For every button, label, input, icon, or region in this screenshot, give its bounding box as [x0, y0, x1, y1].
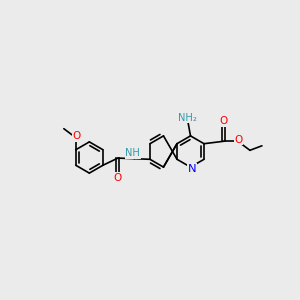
Text: O: O: [219, 116, 228, 127]
Text: NH₂: NH₂: [178, 113, 197, 123]
Text: NH: NH: [125, 148, 140, 158]
Text: O: O: [114, 173, 122, 183]
Text: N: N: [188, 164, 196, 174]
Text: O: O: [73, 131, 81, 141]
Text: O: O: [235, 135, 243, 145]
